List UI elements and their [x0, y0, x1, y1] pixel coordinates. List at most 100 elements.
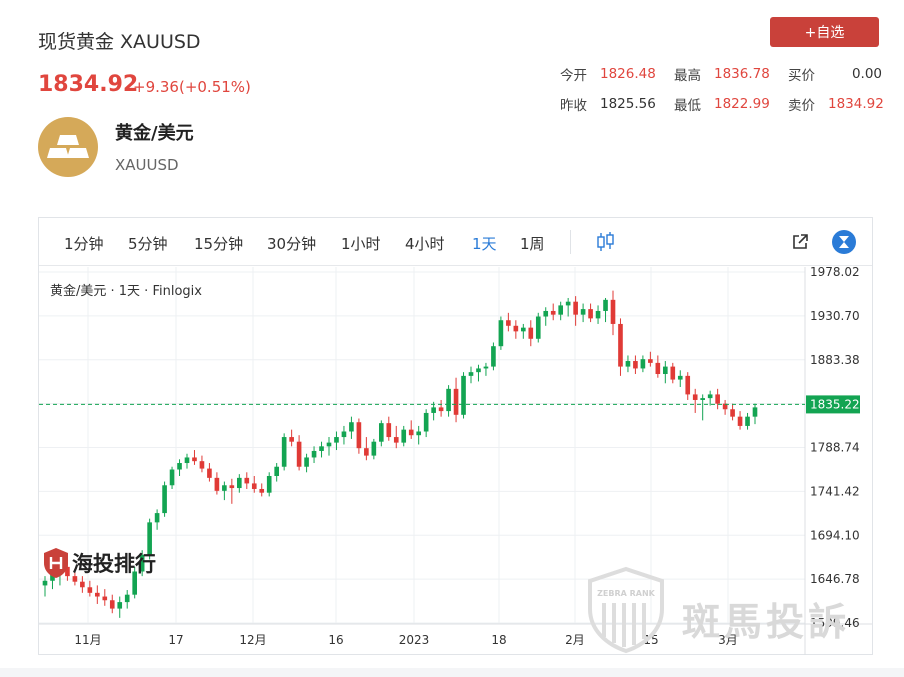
candle-body [700, 398, 706, 400]
candle-body [633, 361, 638, 369]
candle-body [184, 457, 190, 464]
high-label: 最高 [674, 68, 701, 84]
candle-body [491, 346, 496, 367]
candle-body [677, 375, 683, 380]
candle-body [378, 423, 384, 442]
quote-stats: 今开 1826.48 最高 1836.78 买价 0.00 昨收 1825.56… [560, 59, 884, 119]
timeframe-1day[interactable]: 1天 [472, 235, 497, 253]
candle-body [72, 576, 78, 582]
candle-body [326, 442, 332, 447]
candle-body [640, 359, 646, 369]
candle-body [94, 592, 100, 597]
candle-body [685, 375, 691, 395]
candle-body [580, 309, 586, 315]
candle-body [408, 429, 414, 436]
candle-body [349, 422, 354, 432]
candle-body [453, 388, 459, 415]
candle-body [535, 316, 541, 339]
candle-body [752, 407, 758, 417]
time-tick-label: 15 [643, 633, 658, 647]
candle-body [648, 359, 653, 363]
timeframe-1week[interactable]: 1周 [520, 235, 545, 253]
haitou-logo-icon [44, 548, 68, 578]
candle-body [513, 325, 519, 332]
candle-body [102, 596, 108, 601]
candle-body [446, 388, 451, 412]
timeframe-30min[interactable]: 30分钟 [267, 235, 317, 253]
price-change: +9.36(+0.51%) [133, 78, 251, 96]
price-tick-label: 1741.42 [810, 484, 860, 498]
candle-body [438, 407, 444, 412]
candle-body [558, 305, 564, 315]
candle-body [244, 477, 250, 484]
price-chart[interactable]: 1978.021930.701883.381836.061788.741741.… [39, 267, 872, 655]
add-favorite-button[interactable]: +自选 [770, 17, 879, 47]
candle-body [139, 554, 145, 572]
candle-body [289, 437, 294, 442]
buy-value: 0.00 [851, 66, 882, 82]
last-price-label: 1835.22 [810, 397, 860, 411]
sell-value: 1834.92 [828, 96, 884, 112]
candle-body [476, 368, 481, 373]
candle-body [281, 437, 287, 467]
timeframe-1min[interactable]: 1分钟 [64, 235, 104, 253]
candle-body [162, 485, 167, 514]
candle-body [251, 483, 257, 489]
time-tick-label: 12月 [239, 633, 266, 647]
candle-body [147, 522, 152, 555]
candle-body [154, 513, 160, 523]
price-tick-label: 1930.70 [810, 309, 860, 323]
candle-body [132, 571, 138, 595]
candle-body [730, 409, 735, 417]
candle-body [192, 457, 197, 462]
candle-body [707, 394, 713, 399]
candle-body [87, 587, 93, 593]
candle-body [520, 327, 526, 332]
candle-body [229, 485, 235, 489]
candle-body [296, 441, 302, 467]
candle-body [169, 469, 175, 486]
candle-body [319, 446, 324, 451]
candle-body [595, 310, 601, 319]
candle-body [416, 431, 422, 436]
page-title: 现货黄金 XAUUSD [38, 31, 201, 53]
candle-body [304, 457, 309, 467]
open-value: 1826.48 [600, 66, 656, 82]
prev-close-label: 昨收 [560, 98, 587, 114]
candle-body [550, 310, 556, 315]
price-tick-label: 1978.02 [810, 267, 860, 279]
candlestick-icon[interactable] [596, 231, 616, 257]
candle-body [670, 366, 676, 380]
time-tick-label: 11月 [74, 633, 101, 647]
popout-icon[interactable] [791, 233, 809, 255]
time-tick-label: 16 [328, 633, 343, 647]
candle-body [506, 320, 511, 326]
candle-body [236, 477, 242, 489]
candle-body [356, 422, 362, 449]
candle-body [603, 299, 608, 311]
candle-body [528, 327, 534, 339]
price-tick-label: 1788.74 [810, 441, 860, 455]
time-tick-label: 2023 [399, 633, 430, 647]
candle-body [401, 429, 407, 443]
bottom-strip [0, 668, 904, 677]
chart-legend: 黄金/美元 · 1天 · Finlogix [50, 284, 202, 299]
asset-name: 黄金/美元 [115, 123, 194, 144]
candle-body [483, 366, 489, 369]
timeframe-15min[interactable]: 15分钟 [194, 235, 244, 253]
tradingview-icon[interactable] [832, 230, 856, 254]
timeframe-1hour[interactable]: 1小时 [341, 235, 381, 253]
chart-widget: 1分钟 5分钟 15分钟 30分钟 1小时 4小时 1天 1周 [38, 217, 873, 655]
candle-body [117, 602, 123, 609]
candle-body [722, 403, 728, 410]
candle-body [222, 485, 227, 491]
prev-close-value: 1825.56 [600, 96, 656, 112]
timeframe-5min[interactable]: 5分钟 [128, 235, 168, 253]
candle-body [468, 372, 474, 376]
timeframe-4hour[interactable]: 4小时 [405, 235, 445, 253]
candle-body [655, 362, 661, 375]
candle-body [692, 394, 698, 400]
candle-body [715, 394, 720, 404]
candle-body [431, 407, 436, 413]
